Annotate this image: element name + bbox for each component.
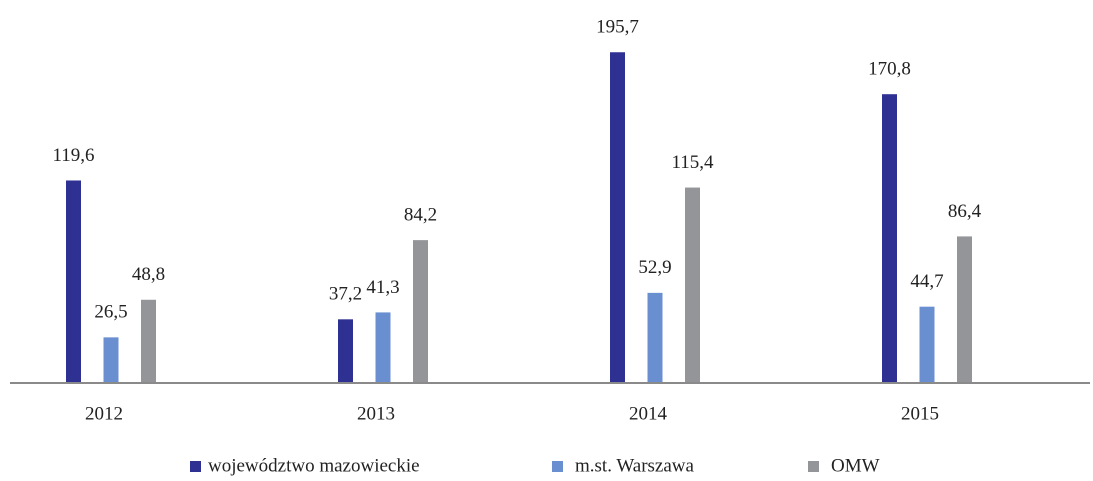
bar	[610, 52, 625, 383]
legend-swatch	[808, 461, 819, 472]
value-label: 86,4	[948, 201, 982, 222]
value-label: 84,2	[404, 204, 437, 225]
bar	[103, 337, 119, 382]
value-label: 41,3	[366, 277, 399, 298]
legend-label: m.st. Warszawa	[575, 455, 695, 476]
legend-swatch	[552, 461, 563, 472]
bar	[413, 240, 428, 382]
value-label: 37,2	[329, 284, 362, 305]
value-label: 115,4	[671, 152, 714, 173]
value-label: 52,9	[638, 257, 671, 278]
x-tick-label: 2013	[357, 403, 395, 424]
bar	[375, 312, 391, 382]
bar	[647, 292, 663, 382]
bar	[957, 236, 972, 382]
x-tick-label: 2015	[901, 403, 939, 424]
legend-label: OMW	[831, 455, 880, 476]
legend-swatch	[190, 461, 201, 472]
legend-label: województwo mazowieckie	[208, 455, 420, 476]
bar	[919, 306, 935, 382]
bar	[882, 94, 897, 383]
bar	[685, 187, 700, 382]
value-label: 195,7	[596, 17, 639, 38]
bar	[338, 319, 353, 382]
bar	[66, 180, 81, 382]
x-tick-label: 2014	[629, 403, 668, 424]
value-label: 44,7	[910, 271, 943, 292]
value-label: 48,8	[132, 264, 165, 285]
value-label: 26,5	[94, 302, 127, 323]
x-tick-label: 2012	[85, 403, 123, 424]
value-label: 119,6	[52, 145, 94, 166]
value-label: 170,8	[868, 59, 911, 80]
bar	[141, 299, 156, 382]
